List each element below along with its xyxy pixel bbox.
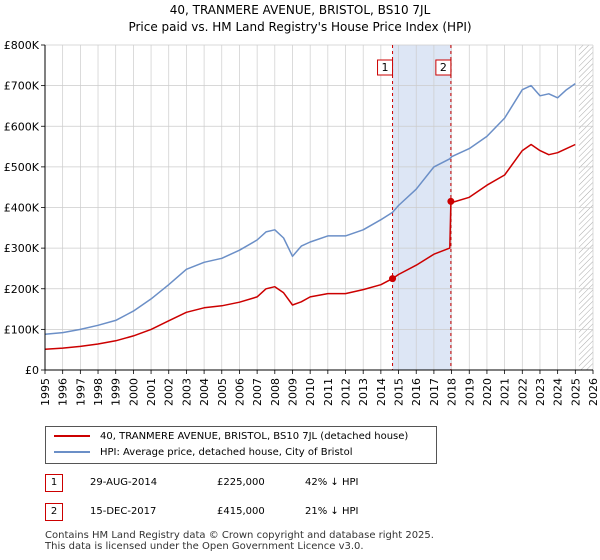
x-tick-label: 2018 xyxy=(446,378,459,406)
sale-badge-2: 2 xyxy=(45,503,63,521)
y-tick-label: £400K xyxy=(4,202,40,215)
legend-item-hpi: HPI: Average price, detached house, City… xyxy=(54,446,353,460)
x-tick-label: 2011 xyxy=(322,378,335,406)
x-tick-label: 2026 xyxy=(587,378,600,406)
x-tick-label: 2022 xyxy=(516,378,529,406)
chart-badge-label-2: 2 xyxy=(440,61,447,74)
legend-swatch-property xyxy=(54,435,90,437)
legend: 40, TRANMERE AVENUE, BRISTOL, BS10 7JL (… xyxy=(45,426,437,464)
x-tick-label: 2005 xyxy=(216,378,229,406)
sale-point-1 xyxy=(389,275,397,283)
y-tick-label: £200K xyxy=(4,283,40,296)
x-tick-label: 2017 xyxy=(428,378,441,406)
x-tick-label: 2020 xyxy=(481,378,494,406)
chart-title: 40, TRANMERE AVENUE, BRISTOL, BS10 7JL xyxy=(169,3,431,17)
y-tick-label: £500K xyxy=(4,161,40,174)
footer: Contains HM Land Registry data © Crown c… xyxy=(45,530,434,552)
x-tick-label: 2012 xyxy=(340,378,353,406)
y-tick-label: £800K xyxy=(4,39,40,52)
y-tick-label: £0 xyxy=(25,364,39,377)
sale-badge-1: 1 xyxy=(45,474,63,492)
x-tick-label: 2003 xyxy=(180,378,193,406)
sale-hpi-2: 21% ↓ HPI xyxy=(305,506,359,517)
x-tick-label: 1995 xyxy=(39,378,52,406)
x-tick-label: 2006 xyxy=(233,378,246,406)
x-tick-label: 2015 xyxy=(393,378,406,406)
x-tick-label: 2016 xyxy=(410,378,423,406)
legend-swatch-hpi xyxy=(54,451,90,453)
x-tick-label: 2002 xyxy=(163,378,176,406)
x-tick-label: 1999 xyxy=(110,378,123,406)
sale-hpi-1: 42% ↓ HPI xyxy=(305,477,359,488)
x-tick-label: 2004 xyxy=(198,378,211,406)
legend-label-hpi: HPI: Average price, detached house, City… xyxy=(100,447,353,458)
x-tick-label: 2010 xyxy=(304,378,317,406)
x-tick-label: 2009 xyxy=(286,378,299,406)
chart-badge-2 xyxy=(435,59,452,76)
sale-point-2 xyxy=(447,197,455,205)
x-tick-label: 2008 xyxy=(269,378,282,406)
x-tick-label: 1997 xyxy=(74,378,87,406)
x-tick-label: 2021 xyxy=(499,378,512,406)
x-tick-label: 1996 xyxy=(57,378,70,406)
price-chart: 1995 1996 1997 1998 1999 2000 2001 2002 2003 2004… xyxy=(4,39,600,406)
y-tick-label: £700K xyxy=(4,80,40,93)
x-tick-label: 1998 xyxy=(92,378,105,406)
x-tick-label: 2013 xyxy=(357,378,370,406)
y-tick-label: £300K xyxy=(4,242,40,255)
legend-label-property: 40, TRANMERE AVENUE, BRISTOL, BS10 7JL (… xyxy=(100,431,409,442)
legend-item-property: 40, TRANMERE AVENUE, BRISTOL, BS10 7JL (… xyxy=(54,430,408,444)
property-price-line xyxy=(44,143,576,351)
sale-price-1: £225,000 xyxy=(217,477,265,488)
x-tick-label: 2025 xyxy=(569,378,582,406)
x-tick-label: 2000 xyxy=(127,378,140,406)
sale-date-1: 29-AUG-2014 xyxy=(90,477,158,488)
x-tick-label: 2014 xyxy=(375,378,388,406)
footer-copyright: Contains HM Land Registry data © Crown c… xyxy=(45,530,434,541)
hpi-line xyxy=(44,82,576,336)
sale-price-2: £415,000 xyxy=(217,506,265,517)
chart-badge-label-1: 1 xyxy=(382,61,389,74)
x-tick-label: 2023 xyxy=(534,378,547,406)
sale-date-2: 15-DEC-2017 xyxy=(90,506,157,517)
x-tick-label: 2001 xyxy=(145,378,158,406)
x-tick-label: 2019 xyxy=(463,378,476,406)
x-tick-label: 2024 xyxy=(552,378,565,406)
x-tick-label: 2007 xyxy=(251,378,264,406)
chart-subtitle: Price paid vs. HM Land Registry's House … xyxy=(128,20,472,34)
y-tick-label: £600K xyxy=(4,120,40,133)
y-tick-label: £100K xyxy=(4,323,40,336)
footer-license: This data is licensed under the Open Gov… xyxy=(45,541,364,552)
chart-badge-1 xyxy=(377,59,394,76)
